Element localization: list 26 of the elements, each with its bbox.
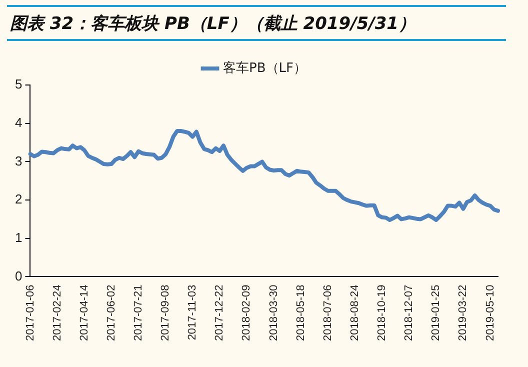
y-tick-label: 0 <box>14 268 22 284</box>
y-tick-label: 4 <box>14 114 22 130</box>
x-tick-label: 2017-06-02 <box>105 284 118 342</box>
legend-label: 客车PB（LF） <box>223 60 306 76</box>
x-tick-label: 2018-05-18 <box>294 284 307 342</box>
x-tick-label: 2018-03-30 <box>268 284 280 342</box>
x-tick-label: 2017-07-21 <box>132 284 145 342</box>
x-tick-label: 2018-10-19 <box>376 284 388 342</box>
x-tick-label: 2017-09-08 <box>160 284 172 342</box>
y-tick-label: 2 <box>14 192 22 207</box>
y-tick-label: 5 <box>14 76 22 92</box>
y-tick-label: 1 <box>14 230 22 245</box>
x-tick-label: 2018-12-07 <box>403 284 416 342</box>
x-tick-label: 2019-01-25 <box>430 284 442 342</box>
x-tick-label: 2017-12-22 <box>214 284 226 342</box>
x-tick-label: 2019-03-22 <box>457 284 470 342</box>
x-tick-label: 2017-01-06 <box>24 284 36 342</box>
x-tick-label: 2018-07-06 <box>322 284 334 342</box>
x-tick-label: 2019-05-10 <box>484 284 496 342</box>
chart-title: 图表 32：客车板块 PB（LF）（截止 2019/5/31） <box>10 13 416 35</box>
x-tick-label: 2017-02-24 <box>51 284 64 342</box>
x-tick-label: 2017-11-03 <box>186 284 199 340</box>
x-tick-label: 2018-08-24 <box>348 284 361 342</box>
x-tick-label: 2018-02-09 <box>240 284 253 342</box>
y-tick-label: 3 <box>14 153 22 168</box>
x-tick-label: 2017-04-14 <box>78 284 90 342</box>
